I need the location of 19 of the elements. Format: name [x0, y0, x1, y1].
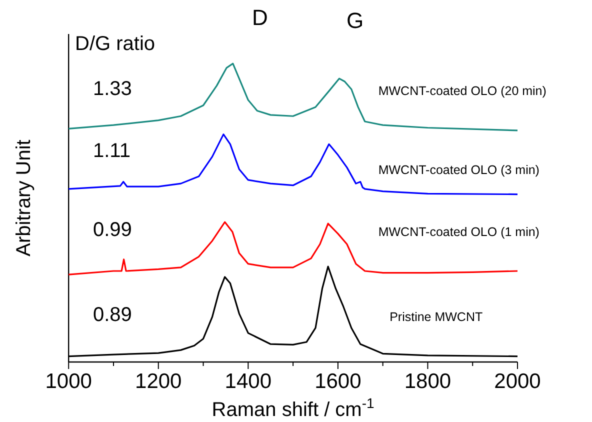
annotation: 1.11: [93, 140, 130, 162]
x-tick-label: 1600: [314, 370, 362, 393]
series-label: MWCNT-coated OLO (20 min): [378, 84, 546, 98]
x-tick-label: 1400: [224, 370, 272, 393]
text: D: [252, 5, 268, 30]
text: D/G ratio: [75, 33, 156, 55]
x-tick-label: 1000: [45, 370, 92, 393]
text: Pristine MWCNT: [390, 310, 483, 324]
x-tick-label: 1800: [404, 370, 452, 393]
y-axis-title: Arbitrary Unit: [13, 139, 35, 256]
text: G: [346, 8, 364, 33]
annotation: 0.99: [93, 219, 132, 241]
text: MWCNT-coated OLO (1 min): [378, 225, 540, 239]
x-axis-title: Raman shift / cm$^{-1}$: [212, 395, 375, 421]
annotation: 1.33: [93, 78, 132, 100]
x-tick-label: 1200: [135, 370, 182, 393]
series-label: MWCNT-coated OLO (3 min): [378, 163, 540, 177]
x-tick-label: 2000: [494, 370, 541, 393]
annotation: 0.89: [93, 304, 132, 326]
